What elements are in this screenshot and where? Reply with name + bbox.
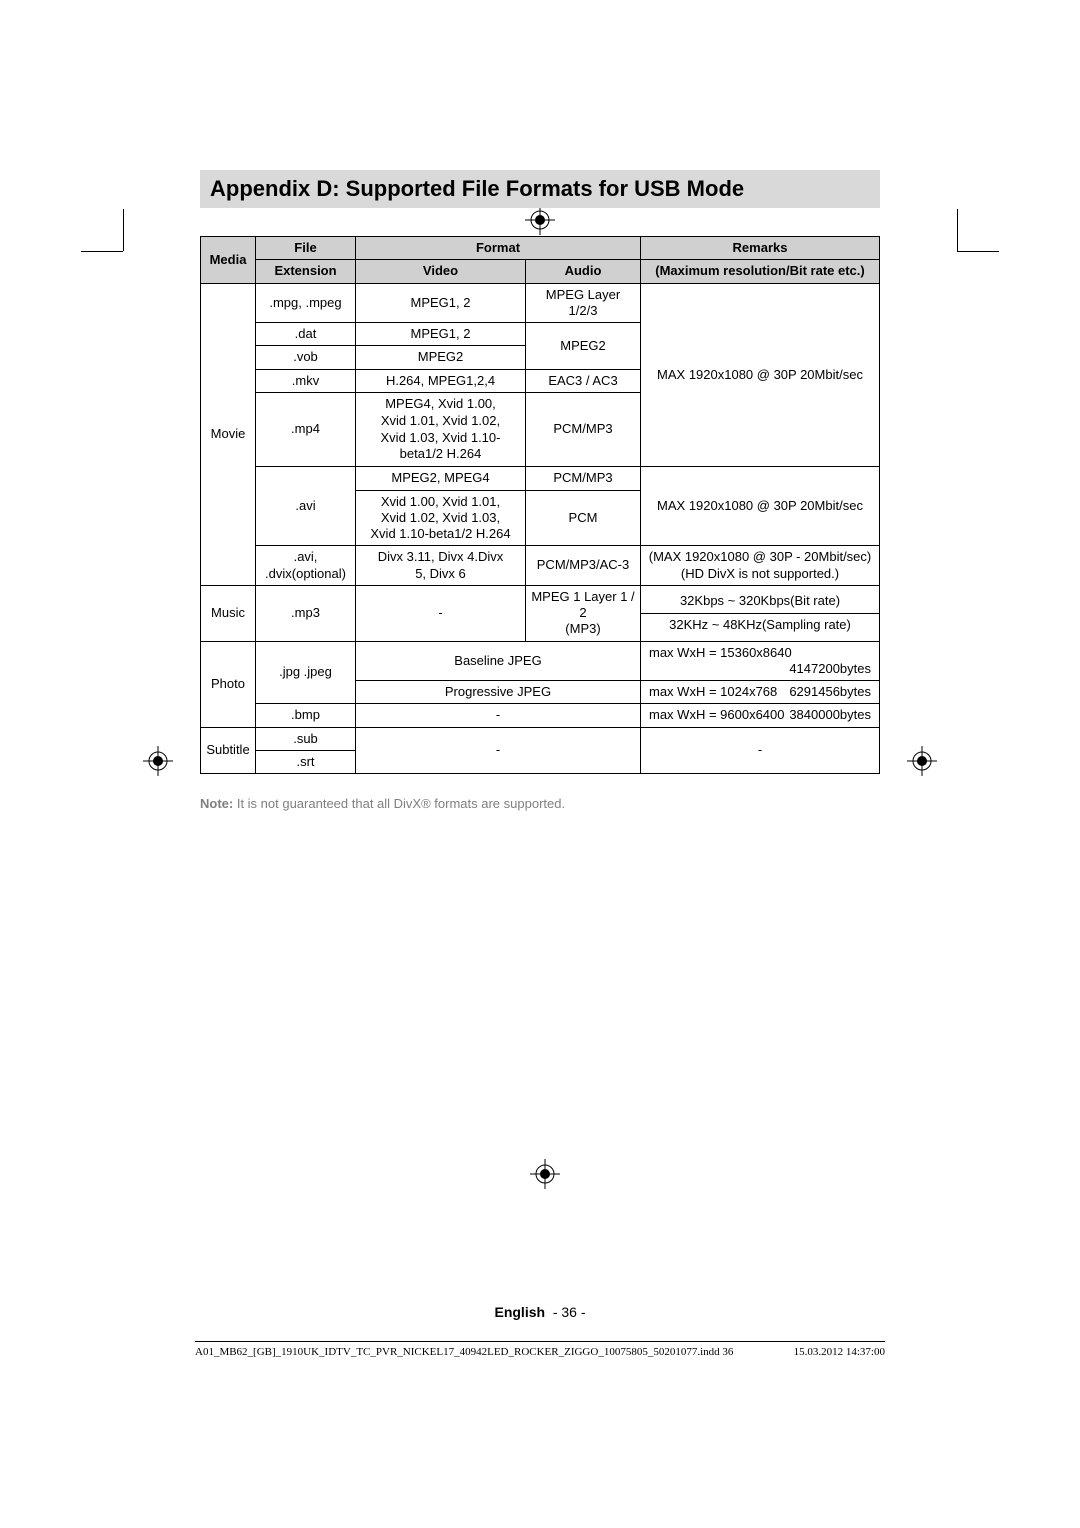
cell-remarks: - [641, 727, 880, 774]
header-file: File [256, 237, 356, 260]
header-remarks: Remarks [641, 237, 880, 260]
cell-ext: .sub [256, 727, 356, 750]
cell-format: - [356, 727, 641, 774]
section-title: Appendix D: Supported File Formats for U… [200, 170, 880, 208]
media-photo: Photo [201, 641, 256, 727]
cell-ext: .mpg, .mpeg [256, 283, 356, 323]
cell-ext: .mkv [256, 369, 356, 392]
photo-bytes: 6291456bytes [789, 684, 875, 700]
table-row: Photo .jpg .jpeg Baseline JPEG max WxH =… [201, 641, 880, 681]
cell-ext: .dat [256, 323, 356, 346]
cell-audio: MPEG2 [526, 323, 641, 370]
footnote: Note: It is not guaranteed that all DivX… [200, 796, 880, 811]
page-content: Appendix D: Supported File Formats for U… [200, 170, 880, 811]
cell-ext: .jpg .jpeg [256, 641, 356, 704]
print-timestamp: 15.03.2012 14:37:00 [794, 1346, 885, 1358]
cell-video: Divx 3.11, Divx 4.Divx5, Divx 6 [356, 546, 526, 586]
music-remark-line: 32Kbps ~ 320Kbps(Bit rate) [641, 590, 879, 613]
header-remarks-sub: (Maximum resolution/Bit rate etc.) [641, 260, 880, 283]
photo-res: max WxH = 9600x6400 [645, 707, 784, 723]
music-remark-line: 32KHz ~ 48KHz(Sampling rate) [641, 614, 879, 636]
media-subtitle: Subtitle [201, 727, 256, 774]
header-extension: Extension [256, 260, 356, 283]
cell-video: H.264, MPEG1,2,4 [356, 369, 526, 392]
photo-res: max WxH = 15360x8640 [645, 645, 792, 661]
cell-audio: PCM/MP3/AC-3 [526, 546, 641, 586]
cell-ext: .vob [256, 346, 356, 369]
cell-video: MPEG4, Xvid 1.00,Xvid 1.01, Xvid 1.02,Xv… [356, 392, 526, 467]
cell-remarks: max WxH = 9600x6400 3840000bytes [641, 704, 880, 727]
media-movie: Movie [201, 283, 256, 585]
cell-audio: PCM/MP3 [526, 392, 641, 467]
table-row: Movie .mpg, .mpeg MPEG1, 2 MPEG Layer 1/… [201, 283, 880, 323]
cell-remarks: (MAX 1920x1080 @ 30P - 20Mbit/sec)(HD Di… [641, 546, 880, 586]
cell-audio: PCM/MP3 [526, 467, 641, 490]
cell-video: MPEG2, MPEG4 [356, 467, 526, 490]
cell-remarks: max WxH = 15360x8640 4147200bytes [641, 641, 880, 681]
cell-ext: .avi [256, 467, 356, 546]
cell-ext: .srt [256, 750, 356, 773]
cell-remarks: 32Kbps ~ 320Kbps(Bit rate) 32KHz ~ 48KHz… [641, 585, 880, 641]
cell-ext: .avi,.dvix(optional) [256, 546, 356, 586]
trim-mark [81, 251, 123, 252]
registration-mark-right [907, 746, 937, 776]
cell-video: MPEG1, 2 [356, 283, 526, 323]
cell-video: MPEG1, 2 [356, 323, 526, 346]
cell-ext: .mp3 [256, 585, 356, 641]
footer-lang: English [494, 1304, 545, 1320]
note-text: It is not guaranteed that all DivX® form… [233, 796, 565, 811]
header-format: Format [356, 237, 641, 260]
header-media: Media [201, 237, 256, 284]
cell-ext: .mp4 [256, 392, 356, 467]
page-footer: English - 36 - [0, 1304, 1080, 1320]
cell-audio: EAC3 / AC3 [526, 369, 641, 392]
cell-remarks: MAX 1920x1080 @ 30P 20Mbit/sec [641, 283, 880, 467]
media-music: Music [201, 585, 256, 641]
cell-ext: .bmp [256, 704, 356, 727]
header-audio: Audio [526, 260, 641, 283]
table-row: Music .mp3 - MPEG 1 Layer 1 / 2(MP3) 32K… [201, 585, 880, 641]
cell-format: - [356, 704, 641, 727]
print-filename: A01_MB62_[GB]_1910UK_IDTV_TC_PVR_NICKEL1… [195, 1346, 733, 1358]
cell-video: Xvid 1.00, Xvid 1.01,Xvid 1.02, Xvid 1.0… [356, 490, 526, 546]
photo-bytes: 4147200bytes [789, 661, 875, 677]
cell-video: MPEG2 [356, 346, 526, 369]
table-row: .avi MPEG2, MPEG4 PCM/MP3 MAX 1920x1080 … [201, 467, 880, 490]
cell-audio: MPEG 1 Layer 1 / 2(MP3) [526, 585, 641, 641]
cell-audio: PCM [526, 490, 641, 546]
photo-bytes: 3840000bytes [789, 707, 875, 723]
table-subheader-row: Extension Video Audio (Maximum resolutio… [201, 260, 880, 283]
trim-mark [957, 209, 958, 251]
note-label: Note: [200, 796, 233, 811]
cell-video: - [356, 585, 526, 641]
header-video: Video [356, 260, 526, 283]
registration-mark-left [143, 746, 173, 776]
table-row: Subtitle .sub - - [201, 727, 880, 750]
cell-format: Baseline JPEG [356, 641, 641, 681]
cell-audio: MPEG Layer 1/2/3 [526, 283, 641, 323]
footer-pagenum: - 36 - [553, 1304, 586, 1320]
table-header-row: Media File Format Remarks [201, 237, 880, 260]
cell-remarks: MAX 1920x1080 @ 30P 20Mbit/sec [641, 467, 880, 546]
cell-format: Progressive JPEG [356, 681, 641, 704]
trim-mark [957, 251, 999, 252]
table-row: .avi,.dvix(optional) Divx 3.11, Divx 4.D… [201, 546, 880, 586]
table-row: .bmp - max WxH = 9600x6400 3840000bytes [201, 704, 880, 727]
cell-remarks: max WxH = 1024x768 6291456bytes [641, 681, 880, 704]
registration-mark-footer [530, 1159, 560, 1189]
trim-mark [123, 209, 124, 251]
photo-res: max WxH = 1024x768 [645, 684, 777, 700]
print-metadata: A01_MB62_[GB]_1910UK_IDTV_TC_PVR_NICKEL1… [195, 1341, 885, 1358]
formats-table: Media File Format Remarks Extension Vide… [200, 236, 880, 774]
